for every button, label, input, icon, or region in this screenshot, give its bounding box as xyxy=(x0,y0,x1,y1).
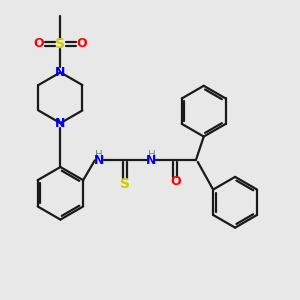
Text: S: S xyxy=(56,37,65,51)
Text: N: N xyxy=(94,154,104,167)
Text: S: S xyxy=(120,177,130,191)
Text: N: N xyxy=(55,66,66,79)
Text: O: O xyxy=(34,38,44,50)
Text: O: O xyxy=(76,38,87,50)
Text: H: H xyxy=(148,150,155,160)
Text: N: N xyxy=(55,117,66,130)
Text: O: O xyxy=(170,176,181,188)
Text: H: H xyxy=(95,150,103,160)
Text: N: N xyxy=(146,154,157,167)
